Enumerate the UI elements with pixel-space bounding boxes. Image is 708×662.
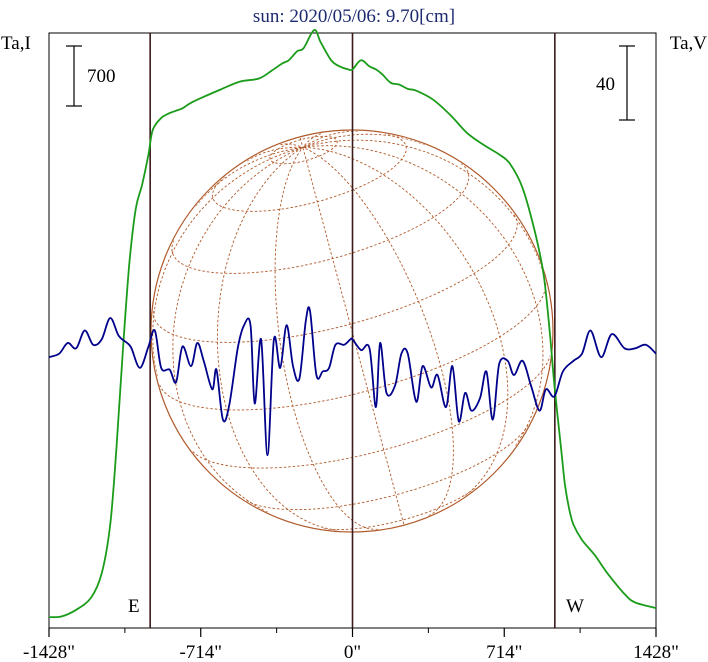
x-tick-label-1: -714"	[179, 642, 222, 662]
disk-grid-line-3	[192, 355, 551, 469]
disk-grid-line-12	[195, 146, 303, 207]
stokes-i-line	[48, 29, 657, 619]
disk-grid-line-16	[274, 147, 378, 530]
disk-grid-line-24	[302, 133, 322, 148]
disk-grid-line-10	[280, 143, 303, 148]
scale-bar-left-label: 700	[87, 66, 116, 87]
disk-grid-line-19	[302, 146, 509, 497]
disk-grid-line-14	[172, 146, 303, 513]
disk-grid-line-17	[302, 147, 405, 525]
disk-grid-line-11	[246, 146, 303, 162]
disk-grid-line-9	[299, 137, 304, 148]
vertical-lines	[149, 33, 556, 628]
scale-bar-right-label: 40	[596, 74, 615, 95]
disk-grid-line-2	[246, 425, 529, 511]
disk-grid-line-13	[152, 146, 303, 377]
chart-title: sun: 2020/05/06: 9.70[cm]	[253, 6, 455, 27]
x-tick-label-4: 1428"	[633, 642, 679, 662]
x-tick-label-0: -1428"	[23, 642, 75, 662]
disk-grid-line-22	[302, 133, 426, 148]
disk-grid-line-8	[269, 135, 338, 165]
disk-grid-line-23	[302, 131, 359, 148]
x-tick-label-3: 714"	[486, 642, 522, 662]
x-axis: -1428" -714" 0" 714" 1428"	[23, 628, 679, 662]
disk-grid-line-1	[323, 487, 476, 531]
disk-grid-line-20	[302, 145, 544, 447]
west-label: W	[566, 596, 584, 617]
disk-grid-line-4	[159, 281, 547, 411]
disk-grid-line-5	[152, 213, 518, 343]
disk-grid-line-15	[216, 146, 337, 531]
scale-bar-left: 700	[66, 45, 116, 107]
stokes-v-line	[48, 306, 657, 457]
x-tick-label-2: 0"	[344, 642, 361, 662]
disk-grid-line-18	[302, 146, 454, 517]
east-label: E	[128, 596, 140, 617]
left-axis-label: Ta,I	[1, 33, 31, 54]
right-axis-label: Ta,V	[670, 33, 707, 54]
disk-grid-line-6	[171, 163, 470, 274]
scale-bar-right: 40	[596, 45, 635, 121]
disk-grid	[152, 131, 551, 531]
